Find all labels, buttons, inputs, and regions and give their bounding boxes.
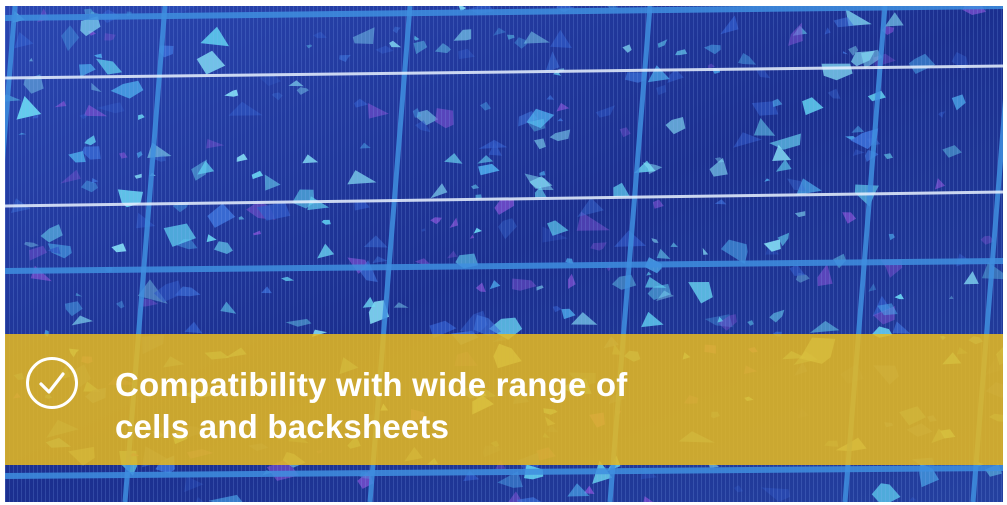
cell-divider-horizontal xyxy=(5,258,1003,274)
check-circle-icon xyxy=(25,356,79,410)
cell-divider-horizontal xyxy=(5,465,1003,479)
busbar xyxy=(5,64,1003,80)
cell-divider-horizontal xyxy=(5,6,1003,21)
solar-panel-photo: Compatibility with wide range of cells a… xyxy=(5,6,1003,502)
headline-line-1: Compatibility with wide range of xyxy=(115,366,628,403)
headline-line-2: cells and backsheets xyxy=(115,408,450,445)
busbar xyxy=(5,190,1003,208)
cell-divider-vertical xyxy=(5,6,18,162)
feature-headline: Compatibility with wide range of cells a… xyxy=(115,364,875,448)
feature-banner: Compatibility with wide range of cells a… xyxy=(5,334,1003,465)
